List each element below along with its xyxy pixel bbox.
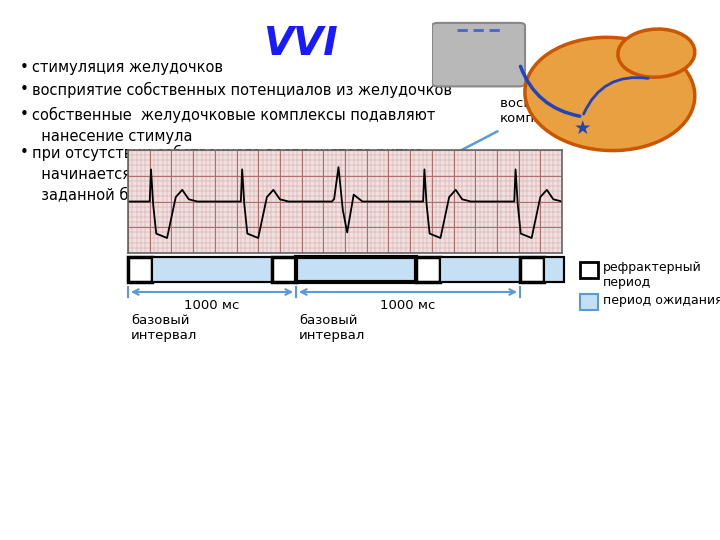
- Text: рефрактерный
период: рефрактерный период: [603, 261, 702, 289]
- Bar: [520, 257, 544, 282]
- Text: 1000 мс: 1000 мс: [380, 299, 436, 312]
- Bar: [296, 257, 416, 282]
- Bar: [580, 294, 598, 310]
- Text: VVI: VVI: [263, 25, 338, 63]
- Bar: [128, 257, 152, 282]
- Bar: [580, 262, 598, 278]
- Text: собственные  желудочковые комплексы подавляют
  нанесение стимула: собственные желудочковые комплексы подав…: [32, 107, 436, 144]
- Text: базовый
интервал: базовый интервал: [299, 314, 365, 342]
- Bar: [128, 257, 564, 282]
- Text: период ожидания ЭКС: период ожидания ЭКС: [603, 294, 720, 307]
- Text: базовый
интервал: базовый интервал: [131, 314, 197, 342]
- Ellipse shape: [618, 29, 695, 77]
- Bar: [544, 257, 564, 282]
- Text: •: •: [20, 82, 29, 97]
- Text: стимуляция желудочков: стимуляция желудочков: [32, 60, 223, 75]
- Bar: [272, 257, 296, 282]
- Text: •: •: [20, 145, 29, 160]
- Text: •: •: [20, 60, 29, 75]
- Text: восприятие собственных потенциалов из желудочков: восприятие собственных потенциалов из же…: [32, 82, 452, 98]
- Text: •: •: [20, 107, 29, 122]
- Text: 1000 мс: 1000 мс: [184, 299, 240, 312]
- Bar: [152, 257, 272, 282]
- FancyBboxPatch shape: [432, 23, 525, 86]
- Text: ★: ★: [574, 119, 591, 138]
- Text: воспринятый  собственный
комплекс: воспринятый собственный комплекс: [500, 97, 693, 125]
- Bar: [440, 257, 520, 282]
- Bar: [416, 257, 440, 282]
- Text: при отсутствии собственного воспринятого ритма
  начинается стимуляция желудочко: при отсутствии собственного воспринятого…: [32, 145, 454, 202]
- Ellipse shape: [525, 37, 695, 151]
